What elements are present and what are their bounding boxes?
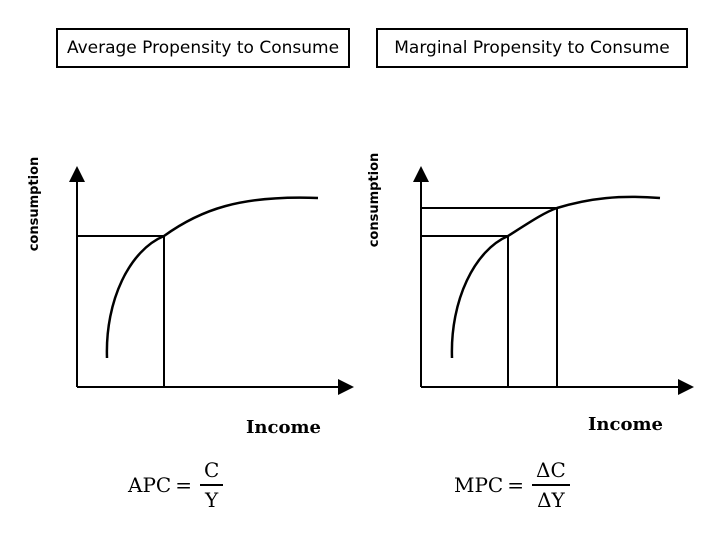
mpc-denominator: ΔY xyxy=(537,487,565,512)
apc-fraction-bar xyxy=(199,484,224,486)
mpc-formula-equals: = xyxy=(507,472,525,497)
apc-formula: APC = C Y xyxy=(128,458,224,512)
apc-formula-equals: = xyxy=(175,472,192,497)
mpc-x-axis-label: Income xyxy=(588,414,663,435)
apc-fraction: C Y xyxy=(199,458,224,512)
apc-denominator: Y xyxy=(205,487,219,512)
mpc-numerator: ΔC xyxy=(536,458,566,482)
mpc-title: Marginal Propensity to Consume xyxy=(376,28,688,68)
apc-formula-lhs: APC xyxy=(128,472,172,497)
mpc-fraction: ΔC ΔY xyxy=(532,458,570,512)
apc-title: Average Propensity to Consume xyxy=(56,28,350,68)
mpc-consumption-curve xyxy=(450,195,661,359)
apc-numerator: C xyxy=(203,458,220,482)
apc-consumption-curve xyxy=(105,196,319,359)
apc-x-axis-label: Income xyxy=(246,417,321,438)
mpc-formula: MPC = ΔC ΔY xyxy=(454,458,570,512)
mpc-formula-lhs: MPC xyxy=(454,472,504,497)
mpc-fraction-bar xyxy=(532,484,570,486)
